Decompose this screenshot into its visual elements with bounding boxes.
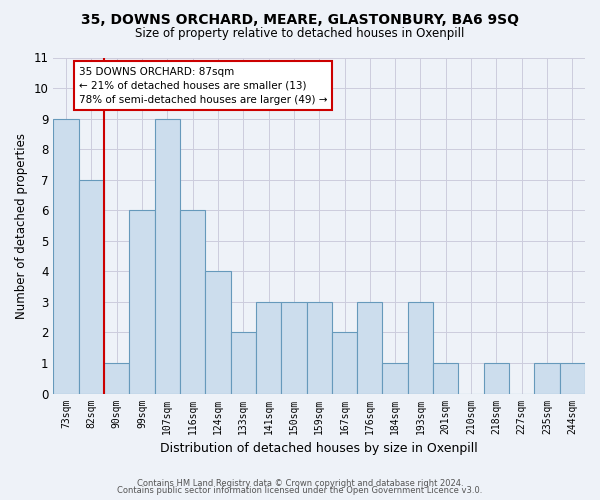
Bar bbox=[307, 302, 332, 394]
Bar bbox=[155, 118, 180, 394]
Bar bbox=[382, 363, 408, 394]
Bar bbox=[281, 302, 307, 394]
Bar bbox=[332, 332, 357, 394]
Bar bbox=[53, 118, 79, 394]
Text: 35 DOWNS ORCHARD: 87sqm
← 21% of detached houses are smaller (13)
78% of semi-de: 35 DOWNS ORCHARD: 87sqm ← 21% of detache… bbox=[79, 66, 327, 104]
Text: 35, DOWNS ORCHARD, MEARE, GLASTONBURY, BA6 9SQ: 35, DOWNS ORCHARD, MEARE, GLASTONBURY, B… bbox=[81, 12, 519, 26]
Bar bbox=[484, 363, 509, 394]
Bar bbox=[230, 332, 256, 394]
Bar bbox=[130, 210, 155, 394]
Bar bbox=[433, 363, 458, 394]
Bar bbox=[560, 363, 585, 394]
Text: Size of property relative to detached houses in Oxenpill: Size of property relative to detached ho… bbox=[136, 28, 464, 40]
Text: Contains public sector information licensed under the Open Government Licence v3: Contains public sector information licen… bbox=[118, 486, 482, 495]
Y-axis label: Number of detached properties: Number of detached properties bbox=[15, 132, 28, 318]
Bar bbox=[180, 210, 205, 394]
Bar bbox=[256, 302, 281, 394]
X-axis label: Distribution of detached houses by size in Oxenpill: Distribution of detached houses by size … bbox=[160, 442, 478, 455]
Text: Contains HM Land Registry data © Crown copyright and database right 2024.: Contains HM Land Registry data © Crown c… bbox=[137, 478, 463, 488]
Bar bbox=[205, 272, 230, 394]
Bar bbox=[535, 363, 560, 394]
Bar bbox=[104, 363, 130, 394]
Bar bbox=[408, 302, 433, 394]
Bar bbox=[357, 302, 382, 394]
Bar bbox=[79, 180, 104, 394]
